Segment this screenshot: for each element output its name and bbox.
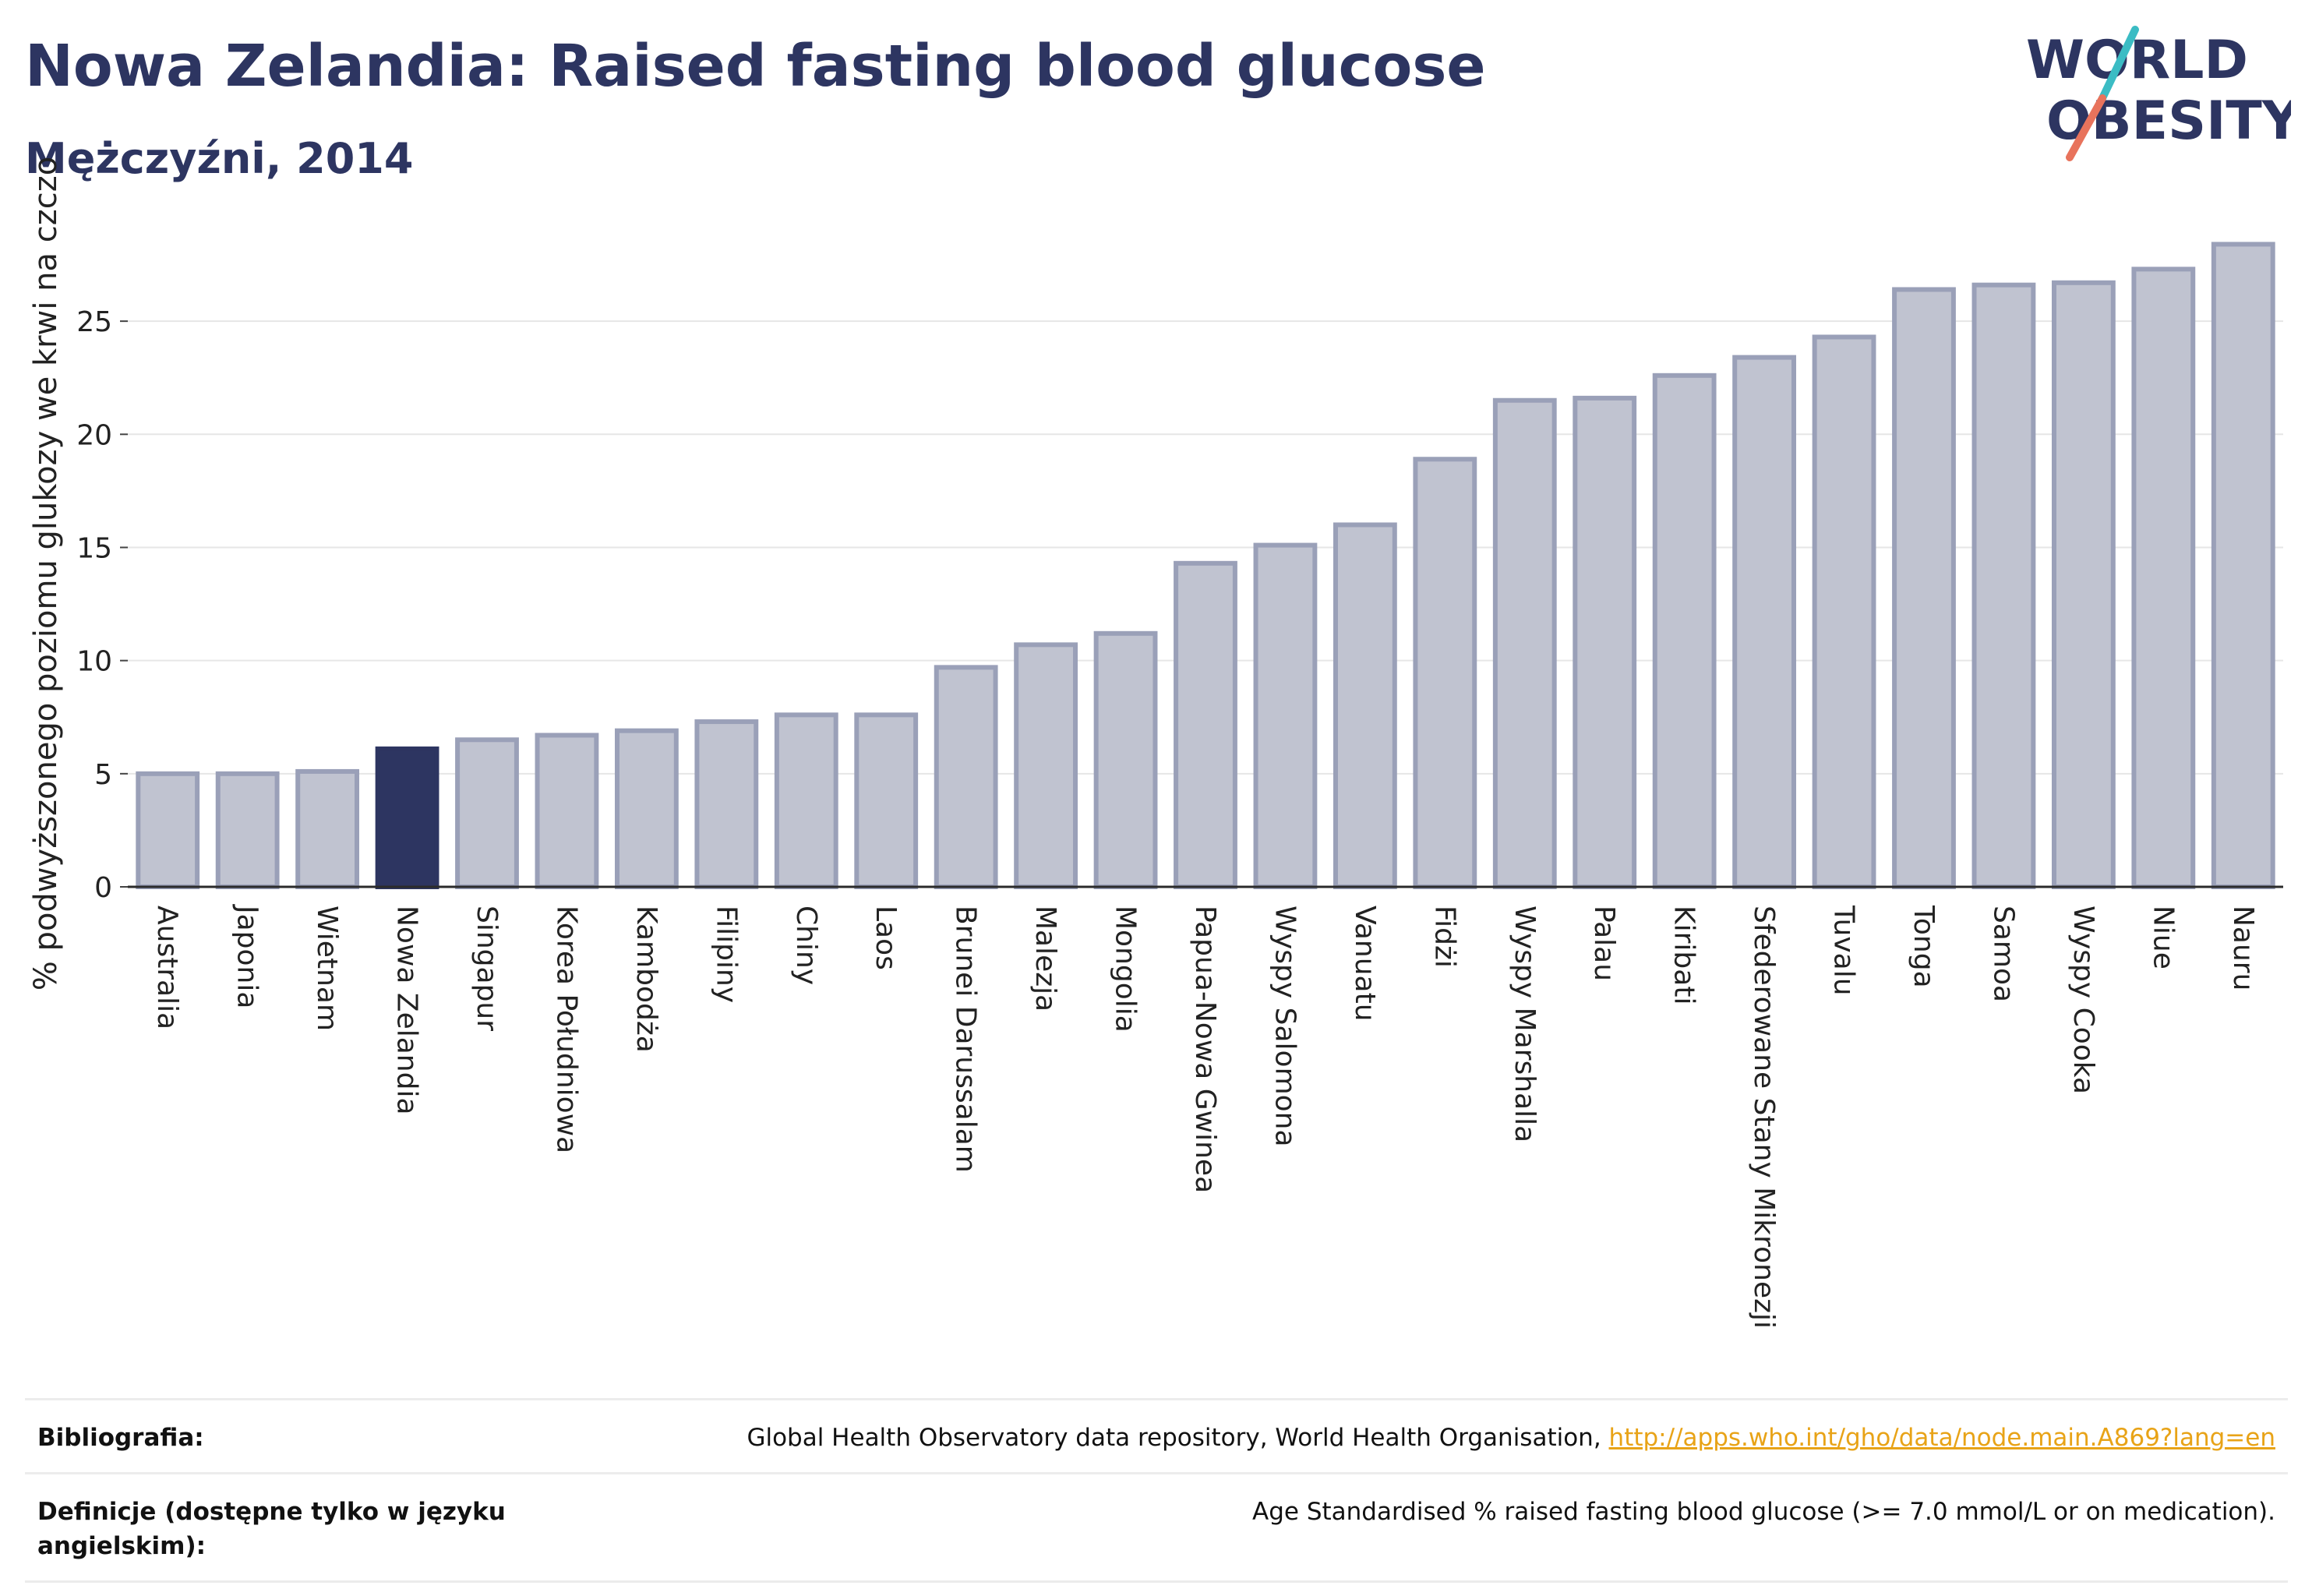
bar bbox=[2051, 280, 2116, 889]
bibliography-label: Bibliografia: bbox=[37, 1424, 204, 1452]
bar bbox=[215, 771, 280, 889]
x-tick-label: Wyspy Salomona bbox=[1269, 906, 1301, 1147]
x-tick-label: Kiribati bbox=[1668, 906, 1700, 1005]
x-tick-label: Wyspy Marshalla bbox=[1509, 906, 1541, 1142]
bar bbox=[774, 712, 838, 890]
bar bbox=[535, 733, 599, 890]
x-tick-label: Brunei Darussalam bbox=[950, 906, 982, 1173]
bar bbox=[1812, 334, 1876, 889]
x-tick-label: Nowa Zelandia bbox=[391, 906, 423, 1115]
x-tick-label: Vanuatu bbox=[1349, 906, 1381, 1022]
y-tick-label: 20 bbox=[76, 419, 112, 451]
x-tick-label: Palau bbox=[1588, 906, 1620, 981]
bar bbox=[295, 768, 360, 889]
bars bbox=[136, 242, 2275, 890]
logo-slash-coral bbox=[2066, 94, 2106, 161]
x-tick-label: Tonga bbox=[1908, 905, 1940, 988]
bar bbox=[1014, 642, 1078, 890]
x-tick-label: Kambodża bbox=[630, 906, 662, 1053]
logo-line1: WORLD bbox=[2026, 30, 2248, 91]
bar bbox=[1093, 630, 1158, 889]
world-obesity-logo: WORLD OBESITY bbox=[2026, 26, 2291, 161]
bar bbox=[1573, 395, 1637, 889]
logo-slash-teal bbox=[2099, 26, 2139, 102]
x-tick-label: Malezja bbox=[1029, 906, 1061, 1012]
bar bbox=[854, 712, 919, 890]
y-tick-label: 25 bbox=[76, 306, 112, 338]
bibliography-row: Bibliografia: Global Health Observatory … bbox=[25, 1398, 2288, 1472]
bar bbox=[1492, 397, 1557, 889]
axes: 0 5 10 15 20 25 bbox=[76, 306, 2283, 904]
x-tick-label: Sfederowane Stany Mikronezji bbox=[1748, 906, 1780, 1329]
x-tick-label: Singapur bbox=[471, 906, 503, 1031]
category-labels: Australia Japonia Wietnam Nowa Zelandia Sing… bbox=[151, 904, 2259, 1329]
bar bbox=[1892, 287, 1956, 889]
bar bbox=[1652, 373, 1717, 889]
bar bbox=[2211, 242, 2275, 889]
bar bbox=[455, 737, 519, 890]
y-tick-label: 15 bbox=[76, 532, 112, 564]
x-tick-label: Fidżi bbox=[1428, 906, 1460, 968]
chart-subtitle: Mężczyźni, 2014 bbox=[25, 134, 414, 183]
y-tick-label: 5 bbox=[94, 759, 112, 791]
x-tick-label: Korea Południowa bbox=[550, 906, 582, 1153]
y-tick-label: 10 bbox=[76, 646, 112, 678]
definitions-label: Definicje (dostępne tylko w języku angie… bbox=[37, 1498, 506, 1560]
chart-title: Nowa Zelandia: Raised fasting blood gluc… bbox=[25, 33, 1486, 100]
bar bbox=[694, 719, 759, 889]
bar-chart: 0 5 10 15 20 25 Australia Japonia Wietnam Nowa Z… bbox=[28, 157, 2283, 1329]
x-tick-label: Australia bbox=[151, 906, 183, 1029]
x-tick-label: Laos bbox=[870, 906, 902, 970]
x-tick-label: Nauru bbox=[2227, 906, 2259, 990]
y-tick-label: 0 bbox=[94, 872, 112, 904]
x-tick-label: Wietnam bbox=[311, 906, 343, 1031]
bibliography-value: Global Health Observatory data repositor… bbox=[747, 1421, 2275, 1455]
bar bbox=[1413, 457, 1477, 889]
x-tick-label: Japonia bbox=[231, 904, 263, 1008]
bar bbox=[2131, 267, 2196, 889]
footer: Bibliografia: Global Health Observatory … bbox=[25, 1398, 2288, 1583]
bibliography-link[interactable]: http://apps.who.int/gho/data/node.main.A… bbox=[1608, 1424, 2275, 1452]
bar bbox=[1732, 355, 1797, 890]
bar bbox=[614, 728, 679, 889]
bar bbox=[1253, 542, 1318, 889]
bar bbox=[934, 665, 998, 890]
x-tick-label: Mongolia bbox=[1110, 906, 1142, 1033]
x-tick-label: Filipiny bbox=[710, 906, 742, 1003]
x-tick-label: Papua-Nowa Gwinea bbox=[1189, 906, 1221, 1193]
bar bbox=[1971, 282, 2036, 890]
definitions-row: Definicje (dostępne tylko w języku angie… bbox=[25, 1472, 2288, 1583]
x-tick-label: Wyspy Cooka bbox=[2067, 906, 2099, 1094]
bibliography-text: Global Health Observatory data repositor… bbox=[747, 1424, 1609, 1452]
bar bbox=[136, 771, 200, 889]
definitions-value: Age Standardised % raised fasting blood … bbox=[1252, 1498, 2275, 1526]
bar bbox=[1333, 522, 1397, 890]
x-tick-label: Chiny bbox=[790, 906, 822, 985]
x-tick-label: Samoa bbox=[1987, 906, 2019, 1002]
x-tick-label: Niue bbox=[2147, 906, 2179, 969]
bar-highlight bbox=[375, 746, 439, 889]
y-axis-label: % podwyższonego poziomu glukozy we krwi … bbox=[28, 157, 64, 990]
x-tick-label: Tuvalu bbox=[1828, 905, 1860, 996]
bar bbox=[1174, 560, 1237, 889]
